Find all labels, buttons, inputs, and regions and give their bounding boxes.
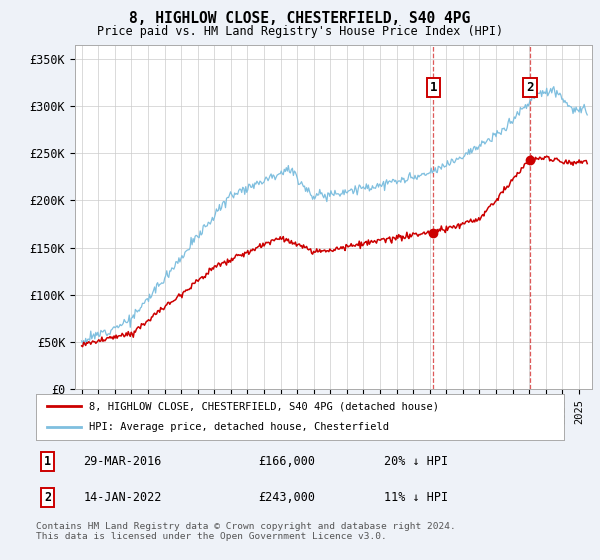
Text: 1: 1 xyxy=(430,81,437,94)
Text: Price paid vs. HM Land Registry's House Price Index (HPI): Price paid vs. HM Land Registry's House … xyxy=(97,25,503,38)
Text: £243,000: £243,000 xyxy=(258,491,315,504)
Text: HPI: Average price, detached house, Chesterfield: HPI: Average price, detached house, Ches… xyxy=(89,422,389,432)
Text: 2: 2 xyxy=(44,491,51,504)
Text: Contains HM Land Registry data © Crown copyright and database right 2024.
This d: Contains HM Land Registry data © Crown c… xyxy=(36,522,456,542)
Text: 8, HIGHLOW CLOSE, CHESTERFIELD, S40 4PG (detached house): 8, HIGHLOW CLOSE, CHESTERFIELD, S40 4PG … xyxy=(89,401,439,411)
Text: 29-MAR-2016: 29-MAR-2016 xyxy=(83,455,162,469)
Text: 11% ↓ HPI: 11% ↓ HPI xyxy=(385,491,449,504)
Text: 2: 2 xyxy=(526,81,533,94)
Text: 14-JAN-2022: 14-JAN-2022 xyxy=(83,491,162,504)
Text: £166,000: £166,000 xyxy=(258,455,315,469)
Text: 1: 1 xyxy=(44,455,51,469)
Text: 20% ↓ HPI: 20% ↓ HPI xyxy=(385,455,449,469)
Text: 8, HIGHLOW CLOSE, CHESTERFIELD, S40 4PG: 8, HIGHLOW CLOSE, CHESTERFIELD, S40 4PG xyxy=(130,11,470,26)
